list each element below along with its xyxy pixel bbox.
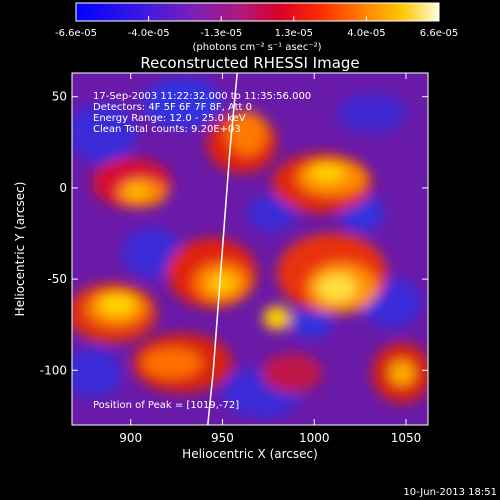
solar-limb-line [207,73,238,425]
colorbar-ticks: -6.6e-05 -4.0e-05 -1.3e-05 1.3e-05 4.0e-05 6.… [55,16,458,39]
x-tick-label-0: 900 [119,431,142,445]
y-axis-ticks: 50 0 -50 -100 [40,90,428,377]
colorbar-tick-label-0: -6.6e-05 [55,28,97,39]
footer-timestamp: 10-Jun-2013 18:51 [403,487,497,498]
x-axis-ticks: 900 950 1000 1050 [119,73,421,445]
y-tick-label-2: -50 [47,272,67,286]
y-tick-label-3: -100 [40,363,67,377]
y-axis-label: Heliocentric Y (arcsec) [13,182,27,317]
annotation-clean-counts: Clean Total counts: 9.20E+03 [93,124,241,135]
x-tick-label-3: 1050 [391,431,422,445]
plot-area: 900 950 1000 1050 50 0 -50 -100 [40,72,429,445]
annotation-time-range: 17-Sep-2003 11:22:32.000 to 11:35:56.000 [93,91,311,102]
annotations: 17-Sep-2003 11:22:32.000 to 11:35:56.000… [93,91,311,411]
x-axis-label: Heliocentric X (arcsec) [182,447,318,461]
y-tick-label-0: 50 [52,90,67,104]
colorbar-tick-label-3: 1.3e-05 [275,28,313,39]
annotation-peak-position: Position of Peak = [1019,-72] [93,400,239,411]
colorbar-tick-label-1: -4.0e-05 [128,28,170,39]
annotation-energy-range: Energy Range: 12.0 - 25.0 keV [93,113,246,124]
x-tick-label-2: 1000 [299,431,330,445]
colorbar-tick-label-2: -1.3e-05 [200,28,242,39]
colorbar-unit-label: (photons cm⁻² s⁻¹ asec⁻²) [192,42,321,53]
colorbar-gradient [75,2,440,22]
colorbar: -6.6e-05 -4.0e-05 -1.3e-05 1.3e-05 4.0e-05 6.… [55,2,458,53]
colorbar-tick-label-4: 4.0e-05 [347,28,385,39]
chart-title: Reconstructed RHESSI Image [140,54,359,72]
heatmap-image [72,73,428,425]
annotation-detectors: Detectors: 4F 5F 6F 7F 8F, Att 0 [93,102,252,113]
colorbar-tick-label-5: 6.6e-05 [420,28,458,39]
y-tick-label-1: 0 [59,181,67,195]
plot-frame [71,72,429,426]
x-tick-label-1: 950 [211,431,234,445]
